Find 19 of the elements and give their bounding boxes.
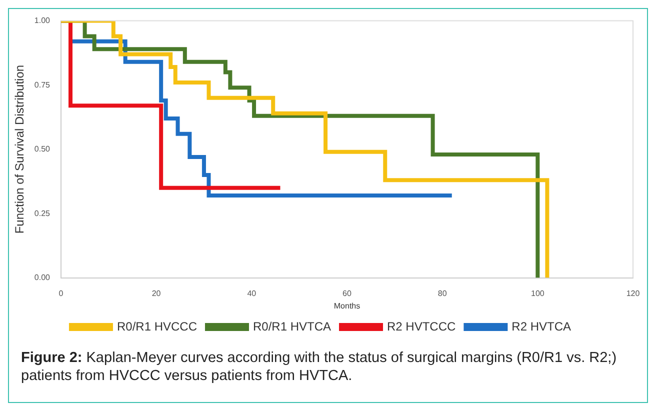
legend-label: R2 HVTCCC bbox=[387, 319, 456, 334]
y-tick-label: 0.75 bbox=[34, 80, 51, 90]
legend-label: R0/R1 HVTCA bbox=[252, 319, 332, 334]
y-tick-label: 0.50 bbox=[34, 144, 51, 154]
x-tick-label: 100 bbox=[530, 288, 545, 298]
x-tick-label: 80 bbox=[438, 288, 448, 298]
x-tick-label: 0 bbox=[58, 288, 64, 298]
x-axis-title: Months bbox=[334, 301, 360, 310]
y-tick-label: 0.25 bbox=[34, 208, 51, 218]
y-tick-label: 1.00 bbox=[34, 16, 51, 26]
caption: Figure 2: Kaplan-Meyer curves according with the status of surgical margins (R0/R1 vs. R2;) patients from HVCCC versus patients from HVTCA. bbox=[21, 350, 617, 384]
x-tick-label: 120 bbox=[626, 288, 640, 298]
x-tick-label: 60 bbox=[342, 288, 352, 298]
x-tick-label: 20 bbox=[152, 288, 162, 298]
y-tick-label: 0.00 bbox=[34, 273, 51, 282]
legend-label: R0/R1 HVCCC bbox=[116, 319, 198, 334]
x-tick-label: 40 bbox=[247, 288, 257, 298]
y-axis-title: Function of Survival Distribution bbox=[12, 64, 27, 234]
legend-label: R2 HVTCA bbox=[512, 319, 572, 334]
